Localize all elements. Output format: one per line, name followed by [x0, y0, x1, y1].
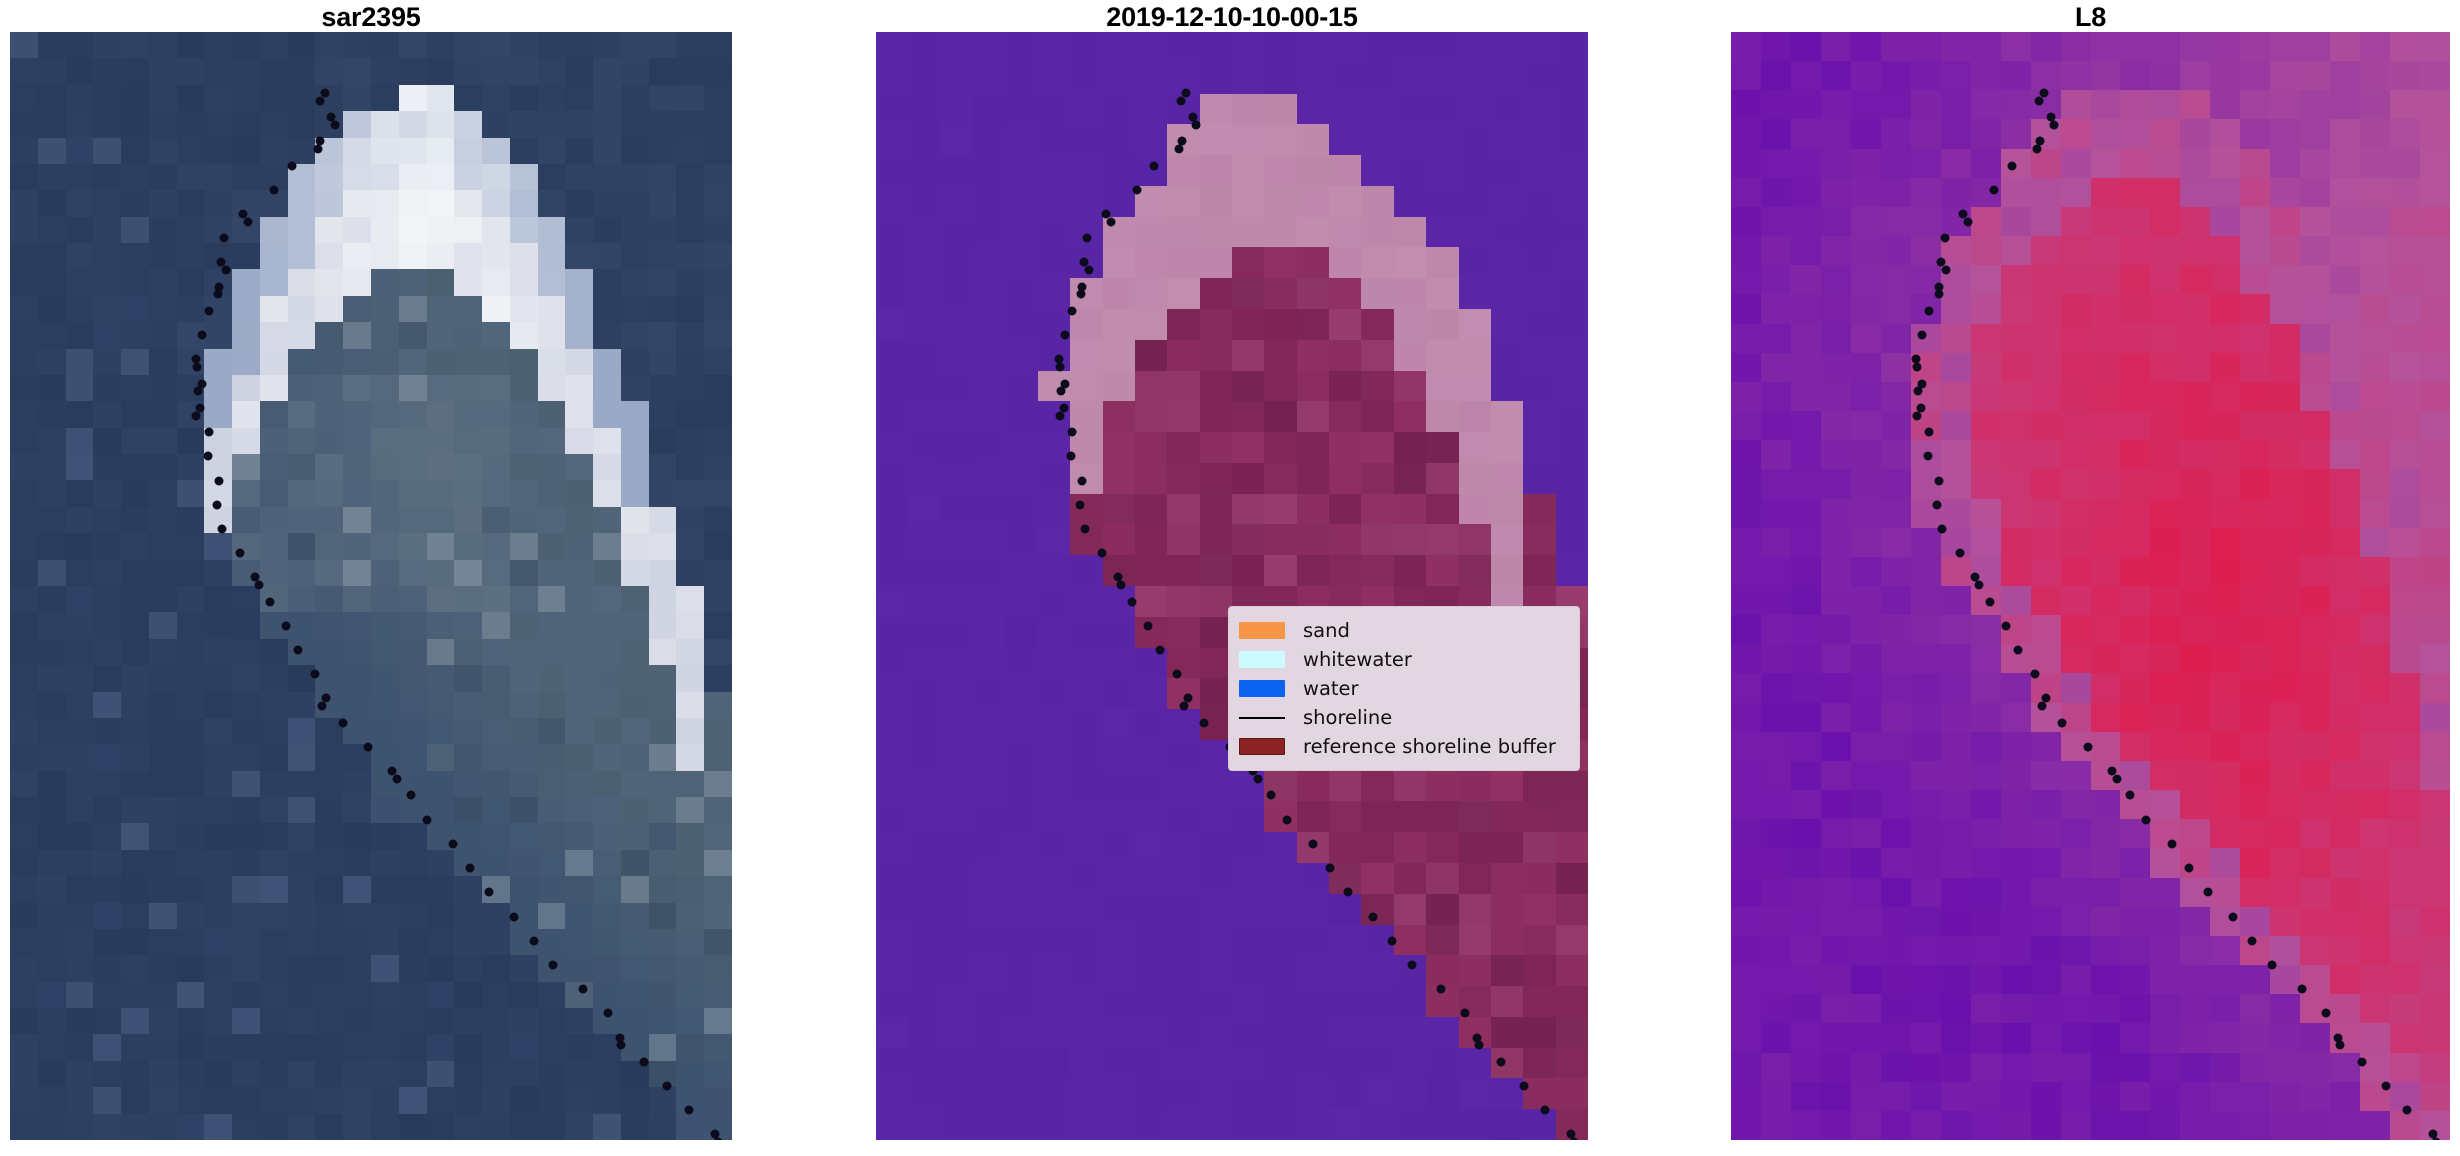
- panel-title-sar: sar2395: [321, 2, 421, 32]
- legend-item-water: water: [1239, 674, 1569, 703]
- legend-label: shoreline: [1303, 706, 1393, 729]
- legend-swatch-whitewater-icon: [1239, 651, 1285, 668]
- l8-image: [1731, 32, 2450, 1140]
- legend-label: sand: [1303, 619, 1350, 642]
- legend-label: whitewater: [1303, 648, 1412, 671]
- legend-swatch-shoreline-icon: [1239, 716, 1285, 719]
- panel-title-l8: L8: [2074, 2, 2107, 32]
- legend-item-whitewater: whitewater: [1239, 645, 1569, 674]
- legend-item-sand: sand: [1239, 616, 1569, 645]
- classification-pixel-grid: [876, 32, 1588, 1140]
- classification-image: [876, 32, 1588, 1140]
- sar-image: [10, 32, 732, 1140]
- legend-swatch-sand-icon: [1239, 622, 1285, 639]
- panel-sar: sar2395: [10, 2, 732, 1140]
- panel-title-classification: 2019-12-10-10-00-15: [1106, 2, 1358, 32]
- legend-item-reference-shoreline-buffer: reference shoreline buffer: [1239, 732, 1569, 761]
- legend-swatch-reference-shoreline-buffer-icon: [1239, 738, 1285, 755]
- legend-label: reference shoreline buffer: [1303, 735, 1556, 758]
- sar-pixel-grid: [10, 32, 732, 1140]
- legend-box: sand whitewater water shoreline reference sh…: [1228, 606, 1580, 771]
- panel-classification: 2019-12-10-10-00-15: [876, 2, 1588, 1140]
- legend-label: water: [1303, 677, 1359, 700]
- legend-swatch-water-icon: [1239, 680, 1285, 697]
- l8-pixel-grid: [1731, 32, 2450, 1140]
- panel-l8: L8: [1731, 2, 2450, 1140]
- legend-item-shoreline: shoreline: [1239, 703, 1569, 732]
